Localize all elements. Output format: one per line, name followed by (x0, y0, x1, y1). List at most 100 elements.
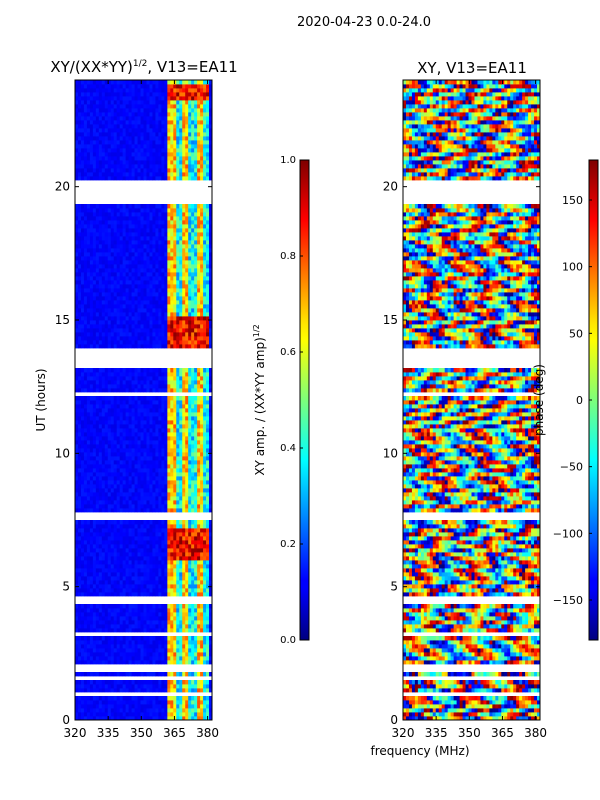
amp-heat-cell (188, 372, 192, 377)
amp-heat-cell (179, 256, 183, 261)
amp-heat-cell (86, 716, 91, 721)
amp-heat-cell (143, 296, 147, 301)
amp-heat-cell (179, 244, 183, 249)
amp-heat-cell (200, 660, 204, 665)
amp-heat-cell (107, 648, 112, 653)
amp-heat-cell (149, 228, 153, 233)
amp-heat-cell (116, 476, 121, 481)
amp-heat-cell (179, 268, 183, 273)
amp-heat-cell (179, 672, 183, 677)
amp-heat-cell (200, 256, 204, 261)
amp-heat-cell (173, 380, 177, 385)
amp-heat-cell (191, 688, 195, 693)
amp-heat-cell (155, 436, 159, 441)
amp-heat-cell (188, 540, 192, 545)
amp-heat-cell (155, 228, 159, 233)
amp-heat-cell (149, 656, 153, 661)
amp-heat-cell (146, 700, 150, 705)
amp-heat-cell (206, 580, 210, 585)
amp-heat-cell (155, 624, 159, 629)
amp-heat-cell (149, 592, 153, 597)
amp-heat-cell (149, 280, 153, 285)
amp-heat-cell (83, 592, 88, 597)
amp-heat-cell (98, 544, 103, 549)
amp-heat-cell (173, 388, 177, 393)
amp-heat-cell (173, 344, 177, 349)
amp-heat-cell (107, 616, 112, 621)
amp-heat-cell (155, 684, 159, 689)
amp-heat-cell (197, 388, 201, 393)
amp-heat-cell (197, 344, 201, 349)
amp-heat-cell (179, 488, 183, 493)
amp-heat-cell (110, 496, 115, 501)
amp-heat-cell (128, 404, 132, 409)
amp-heat-cell (75, 300, 79, 305)
amp-heat-cell (140, 524, 144, 529)
amp-heat-cell (149, 468, 153, 473)
amp-heat-cell (209, 656, 213, 661)
amp-heat-cell (146, 716, 150, 721)
amp-heat-cell (143, 308, 147, 313)
amp-heat-cell (149, 444, 153, 449)
amp-heat-cell (173, 636, 177, 641)
amp-heat-cell (203, 612, 207, 617)
amp-heat-cell (161, 608, 165, 613)
amp-heat-cell (128, 608, 132, 613)
amp-heat-cell (110, 232, 115, 237)
amp-heat-cell (98, 288, 103, 293)
amp-heat-cell (170, 388, 174, 393)
amp-heat-cell (98, 708, 103, 713)
amp-heat-cell (155, 704, 159, 709)
amp-heat-cell (170, 576, 174, 581)
amp-heat-cell (98, 628, 103, 633)
amp-heat-cell (209, 700, 213, 705)
amp-heat-cell (77, 424, 82, 429)
amp-heat-cell (152, 404, 156, 409)
amp-heat-cell (194, 704, 198, 709)
amp-heat-cell (75, 380, 79, 385)
amp-heat-cell (140, 560, 144, 565)
amp-heat-cell (164, 368, 168, 373)
amp-heat-cell (92, 612, 97, 617)
amp-heat-cell (137, 608, 141, 613)
amp-heat-cell (197, 336, 201, 341)
amp-heat-cell (134, 288, 138, 293)
amp-heat-cell (167, 652, 171, 657)
amp-heat-cell (152, 284, 156, 289)
amp-heat-cell (200, 284, 204, 289)
amp-heat-cell (116, 372, 121, 377)
amp-heat-cell (197, 284, 201, 289)
amp-heat-cell (107, 604, 112, 609)
amp-heat-cell (155, 568, 159, 573)
amp-heat-cell (110, 580, 115, 585)
amp-heat-cell (137, 420, 141, 425)
amp-heat-cell (101, 456, 106, 461)
amp-heat-cell (80, 432, 85, 437)
amp-heat-cell (89, 428, 94, 433)
amp-heat-cell (158, 684, 162, 689)
amp-heat-cell (146, 240, 150, 245)
amp-heat-cell (164, 284, 168, 289)
amp-heat-cell (137, 544, 141, 549)
amp-heat-cell (113, 532, 118, 537)
amp-heat-cell (131, 480, 135, 485)
amp-heat-cell (209, 712, 213, 717)
amp-heat-cell (140, 388, 144, 393)
amp-heat-cell (167, 644, 171, 649)
amp-heat-cell (191, 312, 195, 317)
amp-heat-cell (116, 468, 121, 473)
amp-heat-cell (173, 560, 177, 565)
amp-heat-cell (173, 304, 177, 309)
amp-heat-cell (155, 680, 159, 685)
amp-heat-cell (143, 524, 147, 529)
amp-heat-cell (134, 312, 138, 317)
amp-heat-cell (197, 332, 201, 337)
amp-heat-cell (134, 272, 138, 277)
amp-heat-cell (95, 560, 100, 565)
amp-heat-cell (170, 688, 174, 693)
amp-heat-cell (128, 436, 132, 441)
amp-heat-cell (86, 428, 91, 433)
amp-heat-cell (110, 396, 115, 401)
amp-heat-cell (167, 232, 171, 237)
amp-heat-cell (137, 284, 141, 289)
